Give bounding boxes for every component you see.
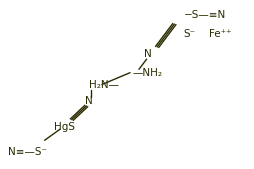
Text: N: N — [85, 96, 93, 106]
Text: —NH₂: —NH₂ — [132, 68, 162, 78]
Text: S⁻: S⁻ — [183, 29, 195, 39]
Text: N: N — [144, 49, 151, 59]
Text: Fe⁺⁺: Fe⁺⁺ — [208, 29, 231, 39]
Text: H₂N—: H₂N— — [89, 79, 119, 90]
Text: N≡—S⁻: N≡—S⁻ — [8, 147, 46, 157]
Text: HgS: HgS — [53, 122, 74, 132]
Text: −S—≡N: −S—≡N — [183, 10, 225, 20]
